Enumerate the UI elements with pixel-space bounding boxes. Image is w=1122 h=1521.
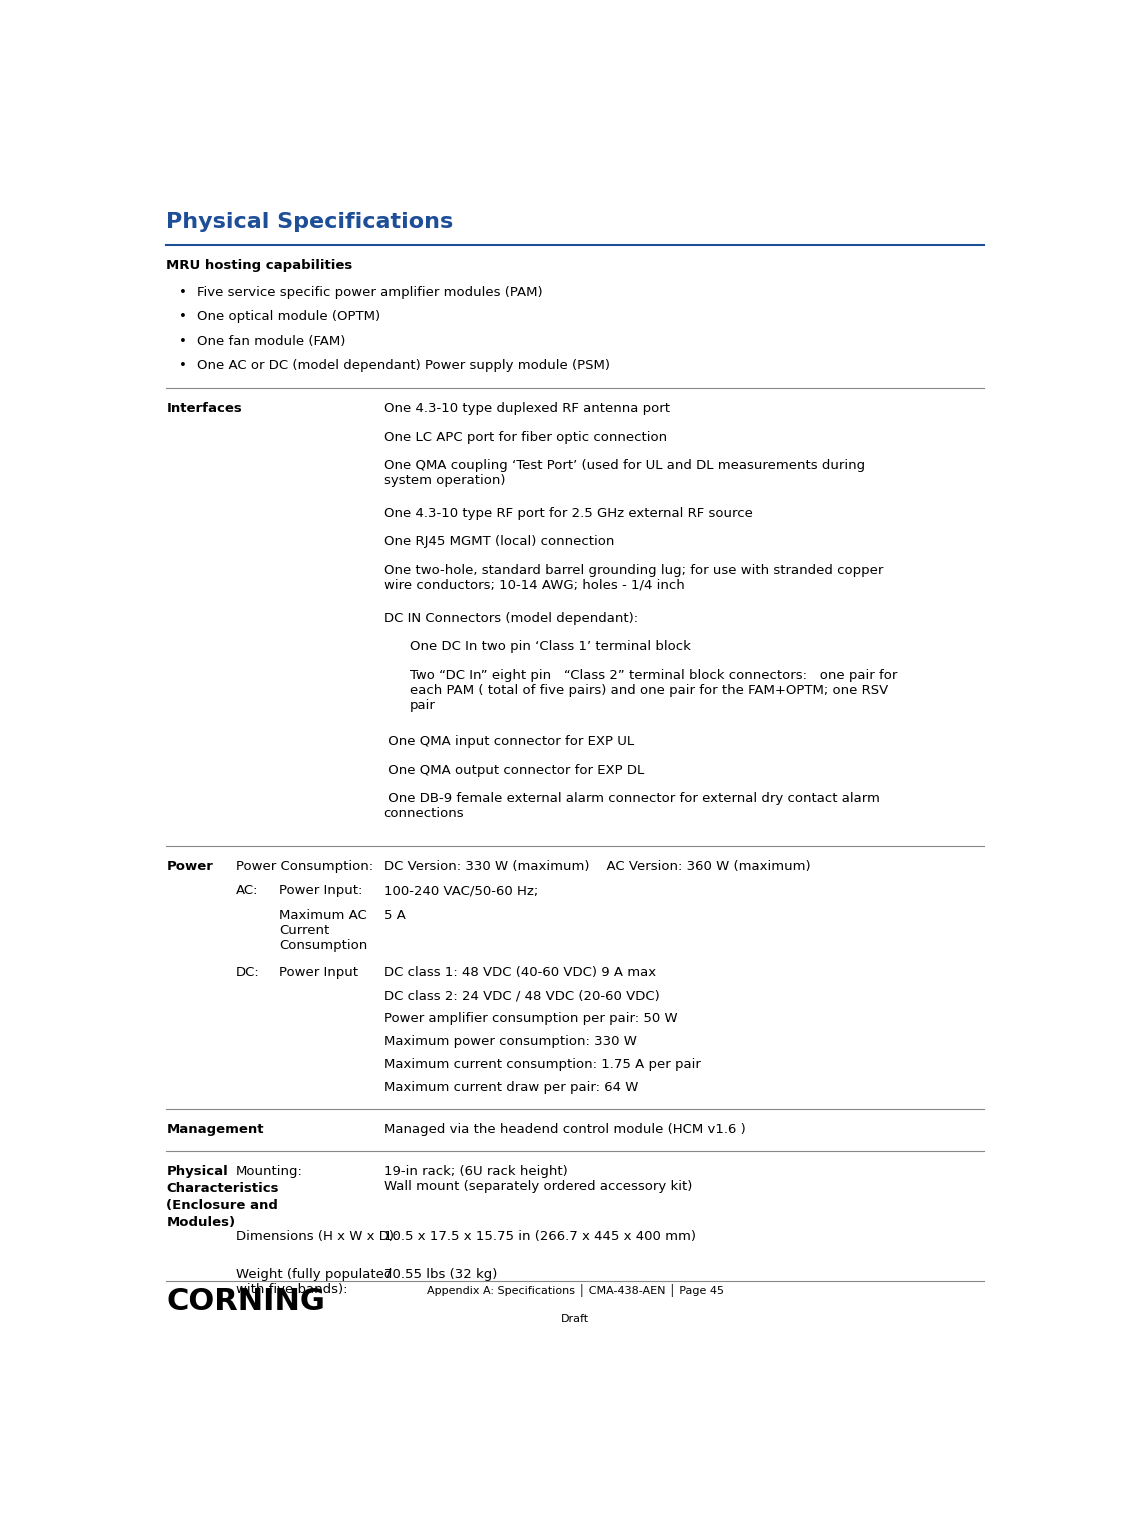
Text: Maximum AC
Current
Consumption: Maximum AC Current Consumption xyxy=(279,908,368,952)
Text: Appendix A: Specifications │ CMA-438-AEN │ Page 45: Appendix A: Specifications │ CMA-438-AEN… xyxy=(426,1284,724,1297)
Text: Two “DC In” eight pin   “Class 2” terminal block connectors:   one pair for
each: Two “DC In” eight pin “Class 2” terminal… xyxy=(410,669,898,712)
Text: Dimensions (H x W x D):: Dimensions (H x W x D): xyxy=(236,1229,398,1243)
Text: 5 A: 5 A xyxy=(384,908,405,922)
Text: Maximum current consumption: 1.75 A per pair: Maximum current consumption: 1.75 A per … xyxy=(384,1057,700,1071)
Text: One 4.3-10 type RF port for 2.5 GHz external RF source: One 4.3-10 type RF port for 2.5 GHz exte… xyxy=(384,506,753,520)
Text: One LC APC port for fiber optic connection: One LC APC port for fiber optic connecti… xyxy=(384,430,666,444)
Text: •: • xyxy=(180,310,187,324)
Text: One QMA coupling ‘Test Port’ (used for UL and DL measurements during
system oper: One QMA coupling ‘Test Port’ (used for U… xyxy=(384,459,865,487)
Text: DC class 1: 48 VDC (40-60 VDC) 9 A max: DC class 1: 48 VDC (40-60 VDC) 9 A max xyxy=(384,966,656,980)
Text: One DC In two pin ‘Class 1’ terminal block: One DC In two pin ‘Class 1’ terminal blo… xyxy=(410,640,691,653)
Text: DC class 2: 24 VDC / 48 VDC (20-60 VDC): DC class 2: 24 VDC / 48 VDC (20-60 VDC) xyxy=(384,989,660,1002)
Text: One QMA output connector for EXP DL: One QMA output connector for EXP DL xyxy=(384,764,644,777)
Text: Managed via the headend control module (HCM v1.6 ): Managed via the headend control module (… xyxy=(384,1124,745,1136)
Text: One AC or DC (model dependant) Power supply module (PSM): One AC or DC (model dependant) Power sup… xyxy=(196,359,609,373)
Text: Maximum current draw per pair: 64 W: Maximum current draw per pair: 64 W xyxy=(384,1080,638,1094)
Text: One 4.3-10 type duplexed RF antenna port: One 4.3-10 type duplexed RF antenna port xyxy=(384,402,670,415)
Text: •: • xyxy=(180,359,187,373)
Text: CORNING: CORNING xyxy=(166,1287,325,1316)
Text: One optical module (OPTM): One optical module (OPTM) xyxy=(196,310,380,324)
Text: 70.55 lbs (32 kg): 70.55 lbs (32 kg) xyxy=(384,1269,497,1281)
Text: •: • xyxy=(180,335,187,348)
Text: DC IN Connectors (model dependant):: DC IN Connectors (model dependant): xyxy=(384,611,637,625)
Text: Management: Management xyxy=(166,1124,264,1136)
Text: One RJ45 MGMT (local) connection: One RJ45 MGMT (local) connection xyxy=(384,535,614,549)
Text: Mounting:: Mounting: xyxy=(236,1165,303,1177)
Text: One fan module (FAM): One fan module (FAM) xyxy=(196,335,346,348)
Text: One two-hole, standard barrel grounding lug; for use with stranded copper
wire c: One two-hole, standard barrel grounding … xyxy=(384,564,883,592)
Text: AC:: AC: xyxy=(236,884,258,897)
Text: Power Input: Power Input xyxy=(279,966,358,980)
Text: Power amplifier consumption per pair: 50 W: Power amplifier consumption per pair: 50… xyxy=(384,1011,678,1025)
Text: 100-240 VAC/50-60 Hz;: 100-240 VAC/50-60 Hz; xyxy=(384,884,537,897)
Text: 10.5 x 17.5 x 15.75 in (266.7 x 445 x 400 mm): 10.5 x 17.5 x 15.75 in (266.7 x 445 x 40… xyxy=(384,1229,696,1243)
Text: MRU hosting capabilities: MRU hosting capabilities xyxy=(166,259,352,272)
Text: 19-in rack; (6U rack height)
Wall mount (separately ordered accessory kit): 19-in rack; (6U rack height) Wall mount … xyxy=(384,1165,692,1192)
Text: Five service specific power amplifier modules (PAM): Five service specific power amplifier mo… xyxy=(196,286,542,300)
Text: Physical Specifications: Physical Specifications xyxy=(166,211,453,231)
Text: One QMA input connector for EXP UL: One QMA input connector for EXP UL xyxy=(384,735,634,748)
Text: Power: Power xyxy=(166,859,213,873)
Text: DC Version: 330 W (maximum)    AC Version: 360 W (maximum): DC Version: 330 W (maximum) AC Version: … xyxy=(384,859,810,873)
Text: One DB-9 female external alarm connector for external dry contact alarm
connecti: One DB-9 female external alarm connector… xyxy=(384,792,880,820)
Text: Draft: Draft xyxy=(561,1314,589,1325)
Text: Weight (fully populated
with five bands):: Weight (fully populated with five bands)… xyxy=(236,1269,393,1296)
Text: •: • xyxy=(180,286,187,300)
Text: Power Input:: Power Input: xyxy=(279,884,362,897)
Text: Maximum power consumption: 330 W: Maximum power consumption: 330 W xyxy=(384,1034,636,1048)
Text: Power Consumption:: Power Consumption: xyxy=(236,859,373,873)
Text: DC:: DC: xyxy=(236,966,259,980)
Text: Physical
Characteristics
(Enclosure and
Modules): Physical Characteristics (Enclosure and … xyxy=(166,1165,279,1229)
Text: Interfaces: Interfaces xyxy=(166,402,242,415)
